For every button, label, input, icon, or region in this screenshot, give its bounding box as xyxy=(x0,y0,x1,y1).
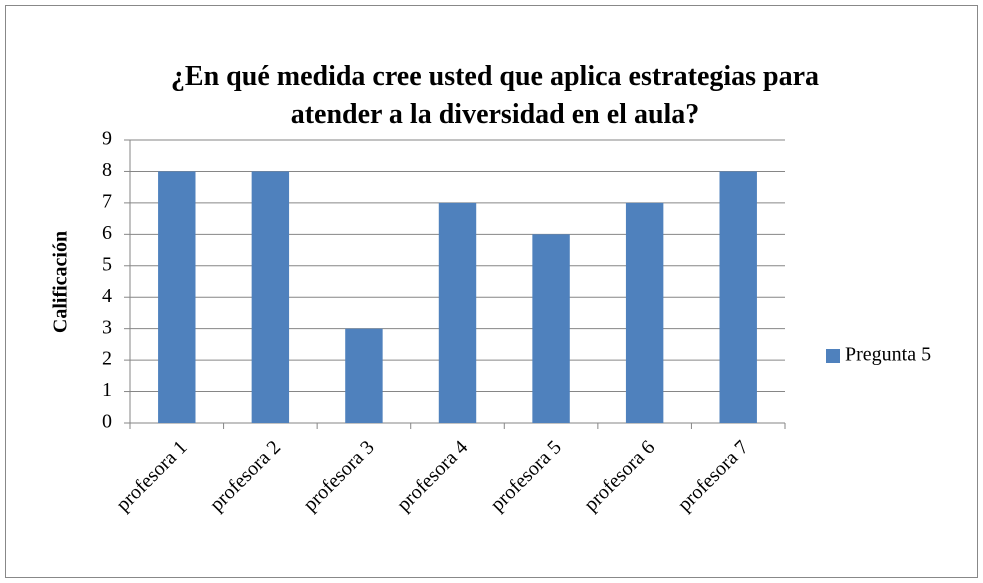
legend-label: Pregunta 5 xyxy=(845,344,931,366)
bar xyxy=(625,202,664,423)
bar xyxy=(532,234,570,423)
bar xyxy=(345,328,383,423)
y-axis-label: Calificación xyxy=(50,231,72,333)
y-tick-label: 9 xyxy=(102,128,112,150)
y-tick-label: 5 xyxy=(102,253,112,275)
y-tick-label: 7 xyxy=(102,190,112,212)
y-tick-label: 4 xyxy=(102,285,112,307)
y-tick-label: 6 xyxy=(102,222,112,244)
bar xyxy=(251,171,290,423)
bar xyxy=(438,202,477,423)
legend-marker xyxy=(826,349,840,363)
y-tick-label: 0 xyxy=(102,411,112,433)
y-tick-label: 1 xyxy=(102,379,112,401)
bar xyxy=(158,171,196,423)
y-tick-label: 3 xyxy=(102,316,112,338)
bar xyxy=(719,171,757,423)
y-tick-label: 2 xyxy=(102,348,112,370)
chart-title: ¿En qué medida cree usted que aplica est… xyxy=(170,61,820,130)
y-tick-label: 8 xyxy=(102,159,112,181)
